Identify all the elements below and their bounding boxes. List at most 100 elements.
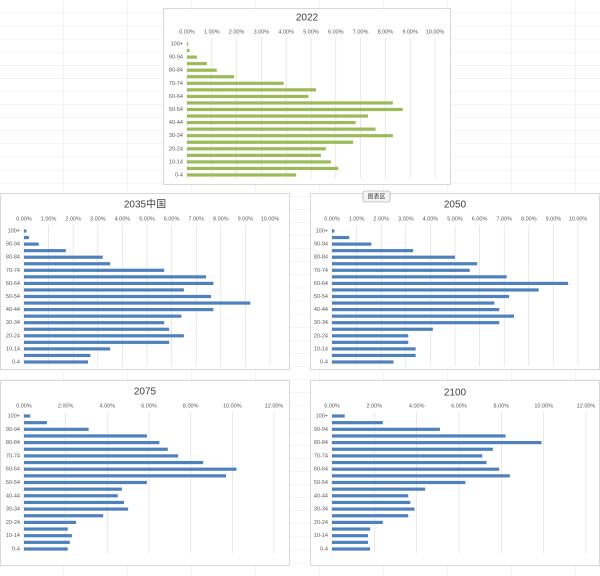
category-label: 10-14 [6, 533, 20, 539]
x-tick-label: 7.00% [188, 216, 204, 222]
x-tick-label: 2.00% [229, 29, 245, 35]
bar [332, 275, 507, 279]
bar [332, 334, 409, 338]
category-label: 70-74 [314, 453, 328, 459]
bar [24, 487, 122, 491]
category-label: 100+ [316, 413, 328, 419]
bar [332, 347, 416, 351]
bar [332, 308, 500, 312]
x-tick-label: 6.00% [451, 403, 467, 409]
category-label: 70-74 [314, 268, 328, 274]
category-label: 30-34 [169, 133, 183, 139]
category-label: 90-94 [6, 427, 20, 433]
x-tick-label: 2.00% [373, 216, 389, 222]
bar [332, 467, 500, 471]
bar [24, 308, 214, 312]
bar [24, 268, 165, 272]
bar [332, 353, 416, 358]
bar [24, 454, 179, 458]
bar [187, 107, 403, 112]
bar [24, 434, 147, 438]
bar [332, 242, 372, 246]
x-tick-label: 2.00% [367, 403, 383, 409]
category-label: 60-64 [6, 281, 20, 287]
bar [24, 334, 184, 338]
bar [187, 88, 316, 92]
x-tick-label: 0.00% [16, 403, 32, 409]
category-label: 60-64 [169, 94, 183, 100]
x-tick-label: 0.00% [179, 29, 195, 35]
bar [24, 301, 251, 305]
category-label: 70-74 [6, 268, 20, 274]
chart: 2050 0.00% 1.00% 2.00% 3.00% 4.00% 5.00% 6.00% 7… [310, 193, 600, 370]
category-label: 80-84 [6, 440, 20, 446]
chart-title: 2075 [134, 387, 157, 398]
bar [24, 235, 29, 240]
bar [187, 42, 189, 46]
x-tick-label: 12.00% [577, 403, 596, 409]
category-label: 30-34 [6, 507, 20, 513]
bar [187, 55, 197, 59]
category-label: 80-84 [169, 68, 183, 74]
x-tick-label: 0.00% [324, 403, 340, 409]
chart-title: 2100 [444, 388, 467, 399]
bar [24, 281, 214, 285]
x-tick-label: 4.00% [115, 216, 131, 222]
bar [24, 294, 211, 299]
bar [24, 242, 39, 246]
category-label: 50-54 [314, 480, 328, 486]
chart: 2022 0.00% 1.00% 2.00% 3.00% 4.00% 5.00% 6.00% 7… [163, 8, 451, 185]
category-label: 70-74 [6, 453, 20, 459]
bar [187, 153, 321, 157]
bar [332, 229, 335, 233]
charts: 2022 0.00% 1.00% 2.00% 3.00% 4.00% 5.00% 6.00% 7… [0, 8, 600, 566]
bar [332, 321, 500, 325]
bar [24, 327, 170, 331]
x-tick-label: 9.00% [402, 29, 418, 35]
bar [332, 547, 371, 551]
x-tick-label: 2.00% [58, 403, 74, 409]
bar [187, 62, 207, 66]
category-label: 80-84 [314, 255, 328, 261]
bar [332, 454, 483, 458]
bar [332, 447, 493, 451]
bar [187, 173, 297, 177]
bar [24, 547, 68, 551]
x-tick-label: 0.00% [324, 216, 340, 222]
bar [187, 68, 217, 72]
bar [332, 360, 394, 364]
category-label: 40-44 [314, 493, 328, 499]
bar [332, 474, 510, 478]
bar [332, 294, 510, 299]
category-label: 40-44 [6, 307, 20, 313]
x-tick-label: 7.00% [496, 216, 512, 222]
x-tick-label: 5.00% [139, 216, 155, 222]
bar [332, 314, 515, 318]
x-tick-label: 10.00% [569, 216, 588, 222]
category-label: 60-64 [314, 467, 328, 473]
category-label: 10-14 [314, 346, 328, 352]
category-label: 20-24 [314, 333, 328, 339]
bar [24, 229, 27, 233]
category-label: 0-4 [320, 546, 328, 552]
chart: 2035中国 0.00% 1.00% 2.00% 3.00% 4.00% 5.00% 6.00… [0, 193, 290, 370]
bar [24, 540, 70, 544]
category-label: 90-94 [169, 55, 183, 61]
category-label: 0-4 [12, 546, 20, 552]
bar [24, 288, 184, 292]
x-tick-label: 5.00% [303, 29, 319, 35]
chart-title: 2035中国 [124, 198, 166, 211]
category-label: 100+ [8, 413, 20, 419]
x-tick-label: 6.00% [328, 29, 344, 35]
x-tick-label: 8.00% [378, 29, 394, 35]
category-label: 20-24 [169, 146, 183, 152]
category-label: 10-14 [6, 346, 20, 352]
bar [24, 353, 91, 358]
bar [332, 235, 350, 240]
bar [187, 140, 354, 144]
tooltip: 图表区 [367, 192, 385, 200]
bar [332, 540, 368, 544]
bar [332, 288, 539, 292]
bar [187, 160, 331, 164]
